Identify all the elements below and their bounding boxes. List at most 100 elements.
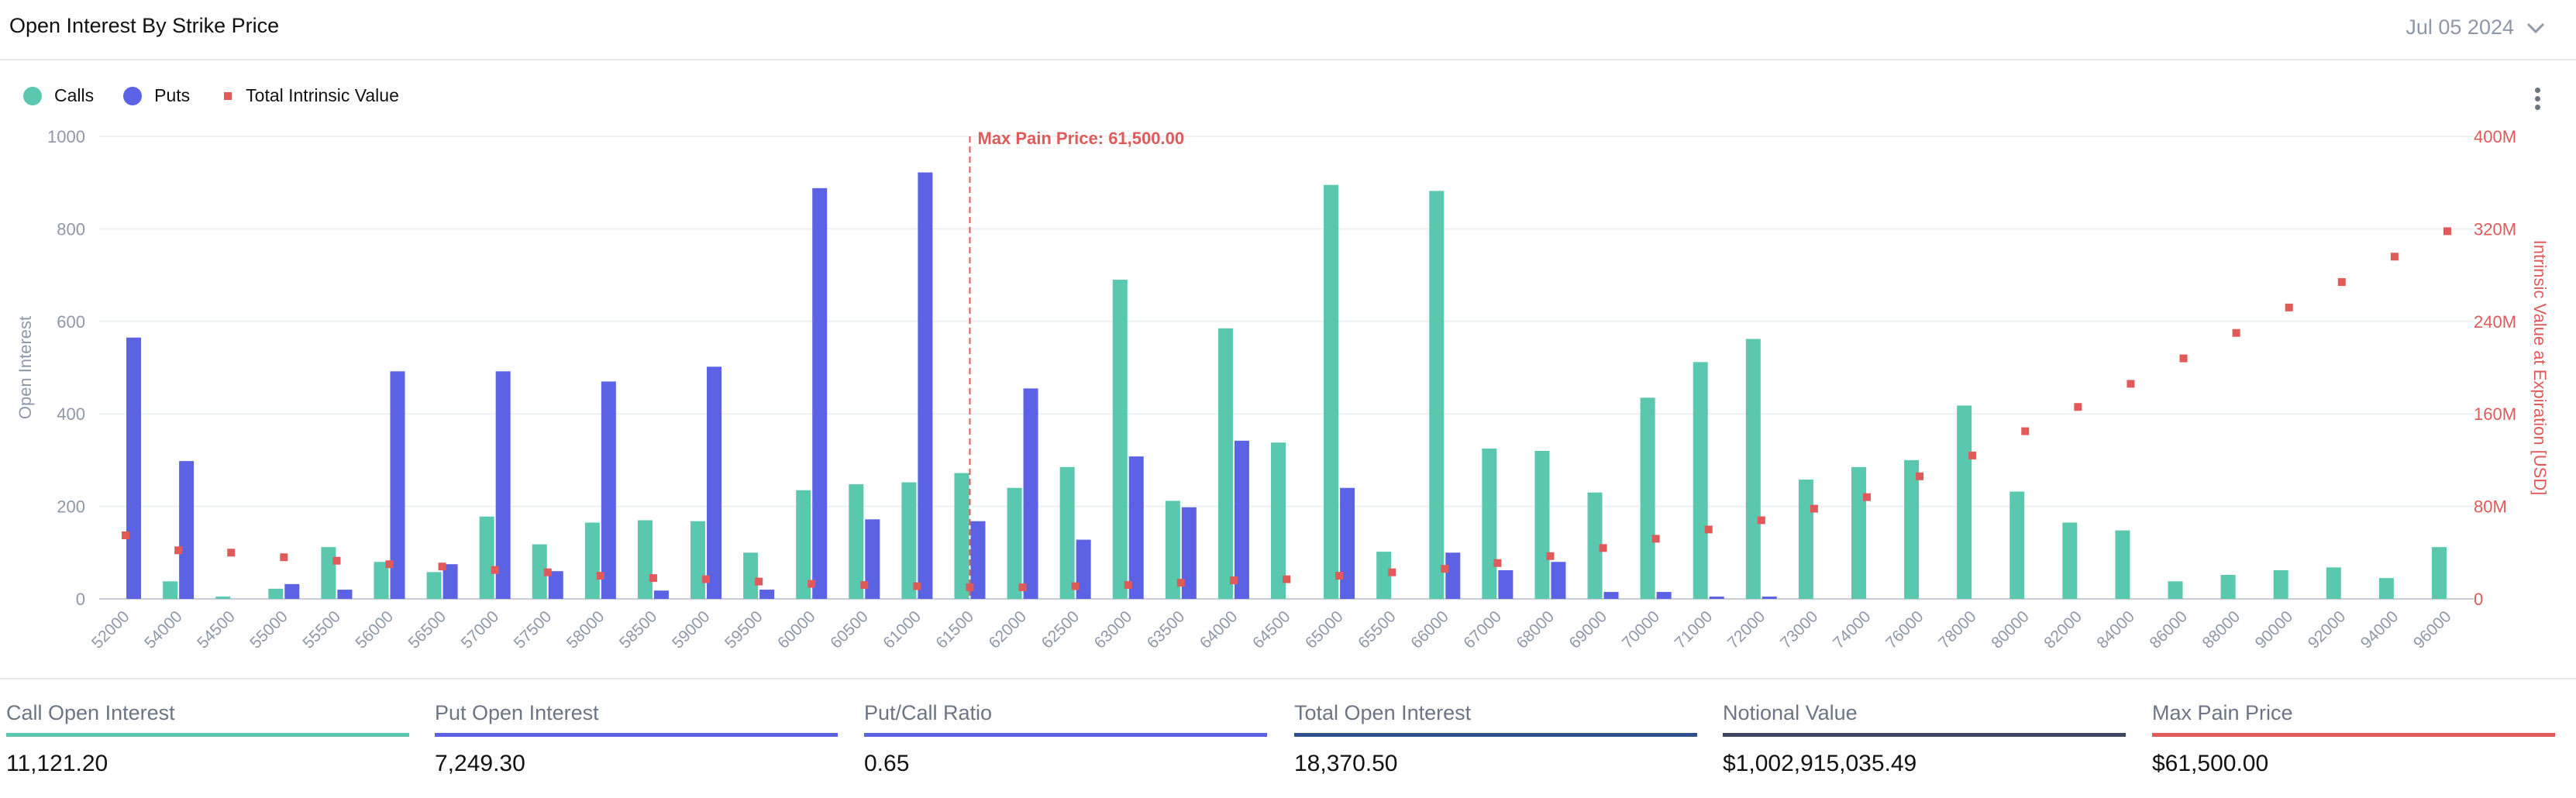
intrinsic-point	[1810, 504, 1818, 513]
call-bar	[2115, 530, 2130, 599]
put-bar	[918, 172, 933, 599]
date-dropdown[interactable]: Jul 05 2024	[2406, 15, 2545, 40]
y2-tick-label: 400M	[2474, 127, 2516, 146]
intrinsic-point	[1546, 552, 1555, 560]
intrinsic-point	[1388, 568, 1396, 576]
put-bar	[1762, 597, 1777, 599]
stat-max-pain-price: Max Pain Price $61,500.00	[2152, 701, 2555, 777]
x-tick-label: 61500	[932, 607, 977, 652]
put-bar	[1023, 388, 1038, 599]
x-tick-label: 63500	[1144, 607, 1189, 652]
legend-label-calls: Calls	[54, 85, 95, 105]
intrinsic-point	[2179, 354, 2188, 363]
legend-item-intrinsic[interactable]: Total Intrinsic Value	[219, 85, 399, 106]
x-tick-label: 58000	[563, 607, 608, 652]
put-bar	[179, 461, 195, 599]
call-bar	[215, 597, 231, 599]
x-tick-label: 56000	[352, 607, 397, 652]
intrinsic-point	[913, 582, 921, 590]
stat-value: 18,370.50	[1294, 751, 1398, 776]
x-tick-label: 65500	[1355, 607, 1400, 652]
call-bar	[2326, 567, 2341, 599]
call-bar	[1112, 280, 1128, 599]
kebab-dot-icon	[2534, 96, 2540, 101]
call-bar	[1007, 487, 1022, 599]
call-bar	[1059, 466, 1075, 599]
call-bar	[2273, 569, 2288, 599]
intrinsic-point	[1229, 576, 1238, 585]
puts-legend-marker	[123, 86, 143, 105]
y2-axis-title: Intrinsic Value at Expiration [USD]	[2530, 240, 2550, 496]
legend-item-calls[interactable]: Calls	[23, 85, 94, 106]
intrinsic-point	[1757, 516, 1765, 525]
x-tick-label: 96000	[2410, 607, 2455, 652]
stat-value: 7,249.30	[435, 751, 525, 776]
y-tick-label: 600	[57, 312, 85, 332]
stat-label: Call Open Interest	[6, 701, 409, 737]
put-bar	[865, 519, 880, 599]
intrinsic-point	[702, 575, 711, 583]
call-bar	[637, 520, 653, 599]
put-bar	[1076, 539, 1091, 599]
y-tick-label: 0	[76, 590, 85, 609]
max-pain-label: Max Pain Price: 61,500.00	[977, 129, 1184, 148]
put-bar	[390, 371, 405, 599]
intrinsic-point	[2443, 227, 2451, 236]
stat-total-open-interest: Total Open Interest 18,370.50	[1294, 701, 1697, 777]
intrinsic-point	[2337, 278, 2346, 287]
call-bar	[1165, 500, 1180, 599]
x-tick-label: 94000	[2357, 607, 2402, 652]
intrinsic-point	[1916, 472, 1924, 480]
stat-label: Put Open Interest	[435, 701, 838, 737]
intrinsic-point	[1704, 525, 1713, 534]
put-bar	[1234, 440, 1249, 599]
call-bar	[2220, 574, 2236, 599]
chart-menu-button[interactable]	[2530, 85, 2545, 113]
intrinsic-point	[2021, 427, 2030, 435]
x-tick-label: 84000	[2093, 607, 2138, 652]
call-bar	[532, 544, 547, 599]
intrinsic-point	[122, 531, 130, 539]
stat-label: Notional Value	[1723, 701, 2126, 737]
put-bar	[337, 590, 353, 599]
call-bar	[1376, 552, 1392, 599]
put-bar	[1340, 487, 1355, 599]
x-tick-label: 64000	[1197, 607, 1242, 652]
intrinsic-point	[860, 581, 869, 590]
intrinsic-point	[1862, 493, 1871, 501]
stats-row: Call Open Interest 11,121.20 Put Open In…	[0, 678, 2576, 798]
x-tick-label: 90000	[2252, 607, 2297, 652]
x-tick-label: 55000	[246, 607, 291, 652]
y2-tick-label: 80M	[2474, 497, 2507, 517]
intrinsic-point	[1124, 581, 1132, 590]
x-tick-label: 82000	[2040, 607, 2085, 652]
call-bar	[690, 521, 706, 599]
put-bar	[1498, 569, 1514, 599]
put-bar	[970, 521, 986, 599]
x-tick-label: 54000	[141, 607, 186, 652]
x-tick-label: 67000	[1460, 607, 1505, 652]
intrinsic-point	[808, 580, 816, 588]
intrinsic-point	[1071, 582, 1080, 590]
stat-value: $1,002,915,035.49	[1723, 751, 1917, 776]
legend-item-puts[interactable]: Puts	[123, 85, 190, 106]
call-bar	[901, 482, 917, 599]
call-bar	[426, 572, 442, 599]
intrinsic-point	[385, 560, 394, 569]
call-bar	[1534, 450, 1550, 599]
stat-put-call-ratio: Put/Call Ratio 0.65	[864, 701, 1267, 777]
call-bar	[743, 552, 759, 599]
y-tick-label: 200	[57, 497, 85, 517]
x-tick-label: 52000	[88, 607, 133, 652]
intrinsic-legend-marker	[224, 91, 232, 100]
intrinsic-point	[227, 549, 236, 557]
call-bar	[268, 588, 284, 599]
put-bar	[443, 564, 458, 599]
x-tick-label: 57000	[458, 607, 503, 652]
call-bar	[1693, 362, 1708, 599]
call-bar	[2062, 522, 2078, 599]
call-bar	[374, 562, 389, 599]
date-value: Jul 05 2024	[2406, 15, 2514, 39]
call-bar	[1640, 397, 1655, 599]
put-bar	[707, 366, 722, 599]
